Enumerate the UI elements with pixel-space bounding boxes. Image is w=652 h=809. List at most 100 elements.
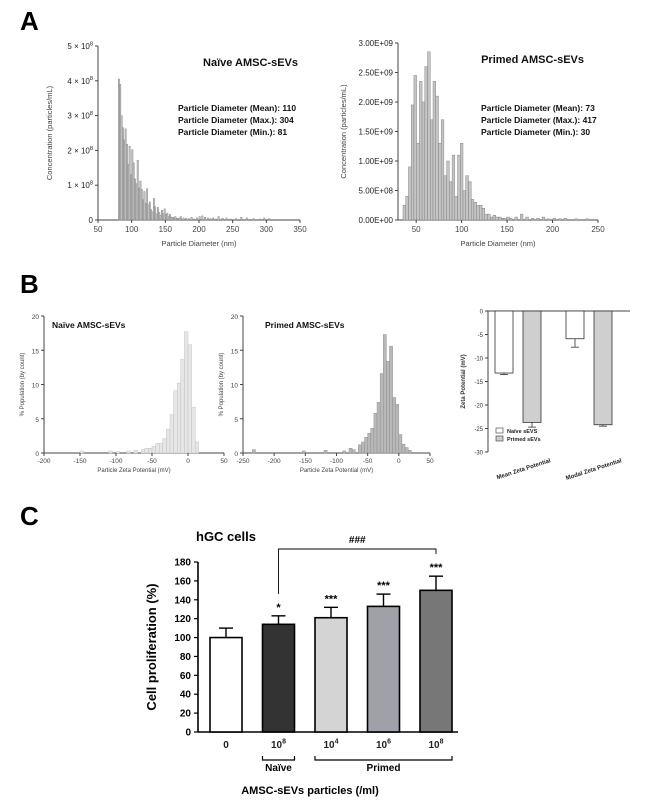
y-axis-label: Concentration (particles/mL) [45,85,54,180]
histogram-bar [235,218,237,221]
histogram-bar [133,450,138,454]
y-tick-label: -25 [474,427,483,433]
histogram-bar [342,450,347,454]
histogram-bar [451,154,456,221]
panel-label-c: C [20,501,39,531]
histogram-bar [209,218,212,221]
proliferation-bar [314,616,348,733]
y-tick-label: 10 [32,383,40,390]
x-tick-label: 300 [260,225,274,234]
proliferation-bar [419,589,453,733]
comparison-bracket [278,548,437,594]
histogram-bar [421,101,426,221]
histogram-bar [405,196,409,221]
histogram-bar [424,66,428,221]
y-tick-label: 5 [234,417,238,424]
histogram-bar [194,441,199,454]
y-axis-label: Cell proliferation (%) [144,583,159,710]
x-tick-label: 250 [226,225,240,234]
y-tick-label: 15 [32,348,40,355]
histogram-bar [174,216,177,221]
x-tick-label: -50 [147,458,157,465]
y-tick-label: 0 [185,728,191,739]
chart-zeta-potential-summary: -30 -25 -20 -15 -10 -5 0 Zeta Potential (mV) Mea… [461,310,630,482]
histogram-bar [407,450,412,454]
chart-title: Primed AMSC-sEVs [265,320,345,330]
histogram-bar [180,358,185,454]
y-tick-label: -10 [474,357,483,363]
histogram-bar [204,217,206,221]
histogram-bar [457,154,461,221]
histogram-bar [142,199,144,221]
histogram-bar [563,218,567,221]
histogram-bar [127,164,130,221]
x-tick-label: 50 [94,225,103,234]
histogram-bar [122,127,124,221]
histogram-bar [169,214,171,221]
x-axis-label: Particle Diameter (nm) [161,239,237,248]
y-tick-label: 10 [231,383,239,390]
histogram-bar [155,213,158,221]
x-tick-label: 50 [426,458,434,465]
histogram-bar [185,218,188,221]
y-tick-label: 4 × 108 [67,76,93,86]
histogram-bar [481,207,486,221]
y-tick-label: 0 [89,216,94,225]
histogram-bar [245,217,248,221]
histogram-bar [383,334,387,454]
y-tick-label: 20 [180,709,192,720]
x-tick-label: -200 [37,458,50,465]
x-tick-label: -200 [268,458,281,465]
y-tick-label: 15 [231,348,239,355]
histogram-bar [184,331,189,454]
group-label: Primed [367,763,401,774]
x-tick-label: 100 [455,225,469,234]
x-tick-label: -50 [363,458,373,465]
histogram-bar [155,443,160,454]
histogram-bar [370,428,375,454]
histogram-bar [173,390,178,454]
x-axis-label: Particle Zeta Potential (mV) [97,468,170,474]
summary-bar [593,310,613,426]
histogram-bar [158,212,161,221]
histogram-bar [259,218,262,221]
histogram-bar [440,119,445,221]
histogram-bar [240,217,243,221]
comparison-label: ### [349,535,366,546]
histogram-bar [520,213,524,221]
y-tick-label: 3.00E+09 [359,39,394,48]
annotation: Particle Diameter (Mean): 110 [178,103,296,113]
category-label: Mean Zeta Potential [496,458,552,481]
histogram-bar [178,217,181,221]
histogram-bar [131,149,134,221]
histogram-bar [170,217,173,221]
histogram-bar [126,450,131,454]
chart-title: Primed AMSC-sEVs [481,54,584,66]
y-tick-label: -15 [474,380,483,386]
y-axis-label: % Population (by count) [219,353,225,417]
histogram-bar [552,218,556,221]
histogram-bar [177,218,180,221]
histogram-bar [176,382,181,454]
x-tick-label: 200 [192,225,206,234]
histogram-bar [514,216,518,221]
histogram-bar [263,217,266,221]
histogram-bar [135,183,138,221]
y-tick-label: 2.50E+09 [359,69,394,78]
histogram-bar [162,438,167,454]
histogram-bar [500,218,505,221]
group-bracket [314,756,453,761]
histogram-bar [348,448,353,454]
histogram-bar [558,218,562,221]
chart-primed-zeta-distribution: -250 -200 -150 -100 -50 0 50 0 5 10 15 20 Particle Z… [219,314,434,474]
histogram-bar [435,95,439,221]
group-bracket [261,756,296,761]
histogram-bar [495,216,499,221]
histogram-bar [484,213,488,221]
histogram-bar [150,209,153,221]
histogram-bar [395,404,400,454]
x-tick-label: 108 [428,739,443,752]
histogram-bar [154,206,157,221]
histogram-bar [193,218,196,221]
